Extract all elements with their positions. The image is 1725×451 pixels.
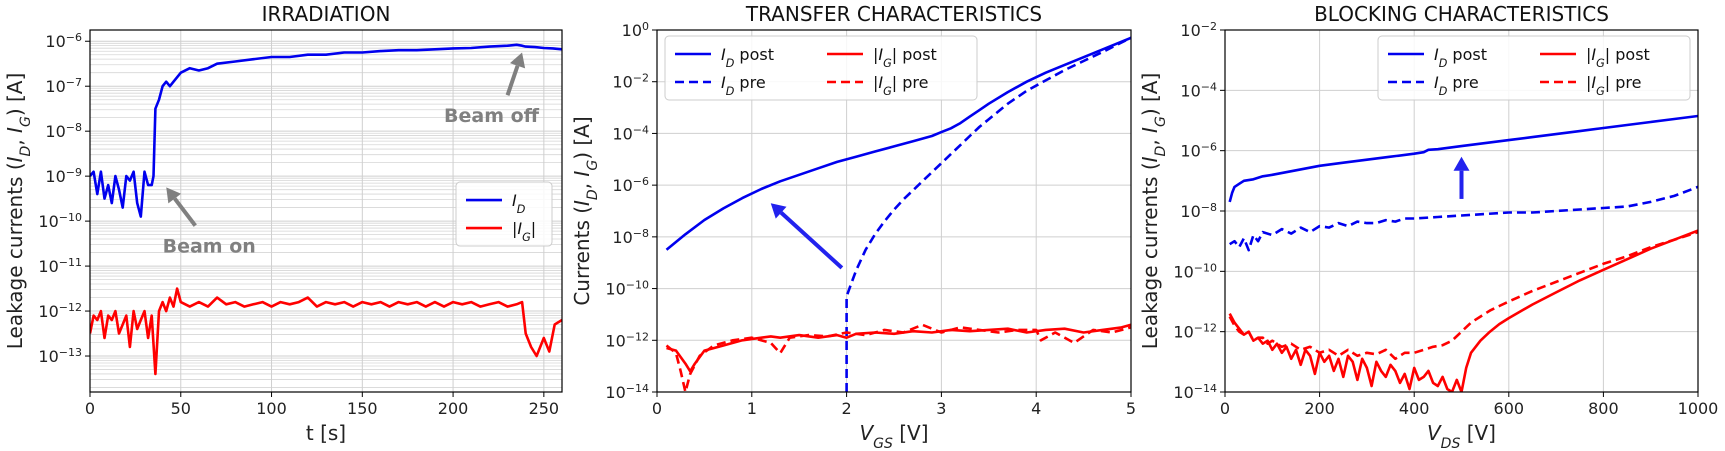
y-tick-label: 10−12 <box>1173 321 1217 342</box>
series-line-i-d-post <box>1228 114 1698 203</box>
x-axis-label: VDS [V] <box>1427 421 1496 451</box>
series-line-i-d-pre <box>1229 185 1698 252</box>
x-tick-label: 50 <box>171 399 191 418</box>
y-tick-label: 10−12 <box>38 301 82 322</box>
y-tick-label: 10−11 <box>38 256 82 277</box>
axes-frame <box>656 29 1132 393</box>
y-tick-label: 10−6 <box>1180 140 1217 161</box>
legend-entry-label: |IG| pre <box>873 73 928 98</box>
x-tick-label: 250 <box>529 399 560 418</box>
y-tick-label: 10−8 <box>1180 201 1217 222</box>
y-tick-label: 10−13 <box>38 346 82 367</box>
x-tick-label: 800 <box>1588 399 1619 418</box>
x-tick-label: 0 <box>85 399 95 418</box>
chart-title: IRRADIATION <box>262 2 391 26</box>
annotation-arrow <box>505 52 526 96</box>
legend-entry-label: ID post <box>721 45 774 70</box>
series-line-i-d-pre <box>845 36 1131 392</box>
y-tick-label: 10−8 <box>612 226 649 247</box>
y-axis-label: Leakage currents (ID, IG) [A] <box>3 73 34 350</box>
legend-entry-label: |IG| <box>512 219 536 244</box>
trend-arrow <box>1453 156 1470 199</box>
y-tick-label: 10−9 <box>45 166 82 187</box>
x-tick-label: 2 <box>842 399 852 418</box>
x-tick-label: 200 <box>1304 399 1335 418</box>
y-tick-label: 100 <box>622 20 649 41</box>
legend-entry-label: ID pre <box>1434 73 1479 98</box>
y-tick-label: 10−4 <box>612 123 649 144</box>
blocking-characteristics-chart: BLOCKING CHARACTERISTICS 0 200 400 600 800 100… <box>1138 2 1718 451</box>
irradiation-chart: IRRADIATION Beam on Beam off 0 50 100 150 200 25… <box>3 2 563 445</box>
trend-arrow <box>770 203 844 270</box>
legend-entry-label: ID pre <box>721 73 766 98</box>
x-tick-label: 1 <box>747 399 757 418</box>
x-tick-label: 4 <box>1031 399 1041 418</box>
y-tick-label: 10−10 <box>605 278 649 299</box>
axes-frame <box>89 29 563 393</box>
legend-entry-label: |IG| post <box>873 45 937 70</box>
series-line--i-g-pre <box>665 323 1131 392</box>
x-tick-label: 200 <box>438 399 469 418</box>
x-tick-label: 0 <box>1220 399 1230 418</box>
y-tick-label: 10−7 <box>45 76 82 97</box>
x-tick-label: 0 <box>652 399 662 418</box>
x-tick-label: 600 <box>1494 399 1525 418</box>
annotation-label: Beam off <box>444 105 540 127</box>
y-tick-label: 10−10 <box>1173 261 1217 282</box>
chart-title: BLOCKING CHARACTERISTICS <box>1314 2 1609 26</box>
annotation-arrow <box>166 187 197 227</box>
legend-entry-label: ID <box>512 191 526 216</box>
x-tick-label: 150 <box>347 399 378 418</box>
x-axis-label: t [s] <box>306 421 346 445</box>
y-tick-label: 10−8 <box>45 121 82 142</box>
y-axis-label: Leakage currents (ID, IG) [A] <box>1138 73 1169 350</box>
series-group <box>1228 114 1698 392</box>
legend-entry-label: ID post <box>1434 45 1487 70</box>
y-tick-label: 10−2 <box>612 71 649 92</box>
series-line--i-g-pre <box>1228 230 1698 361</box>
y-axis-label: Currents (ID, IG) [A] <box>570 116 601 305</box>
chart-title: TRANSFER CHARACTERISTICS <box>745 2 1042 26</box>
x-tick-label: 3 <box>936 399 946 418</box>
annotation-label: Beam on <box>163 236 256 258</box>
legend: ID post ID pre |IG| post |IG| pre <box>1377 35 1691 101</box>
y-tick-label: 10−14 <box>1173 382 1217 403</box>
series-group <box>90 43 562 376</box>
y-tick-label: 10−6 <box>612 175 649 196</box>
y-tick-label: 10−10 <box>38 211 82 232</box>
legend-entry-label: |IG| pre <box>1586 73 1641 98</box>
y-tick-label: 10−6 <box>45 31 82 52</box>
legend: ID |IG| <box>455 181 553 247</box>
series-line-i-d <box>90 43 562 218</box>
x-tick-label: 400 <box>1399 399 1430 418</box>
legend-entry-label: |IG| post <box>1586 45 1650 70</box>
series-line--i-g- <box>90 287 562 376</box>
x-axis-label: VGS [V] <box>859 421 928 451</box>
x-tick-label: 1000 <box>1678 399 1719 418</box>
series-group <box>665 36 1131 392</box>
x-tick-label: 5 <box>1126 399 1136 418</box>
legend: ID post ID pre |IG| post |IG| pre <box>664 35 978 101</box>
y-tick-label: 10−12 <box>605 330 649 351</box>
y-tick-label: 10−2 <box>1180 20 1217 41</box>
y-tick-label: 10−4 <box>1180 80 1217 101</box>
y-tick-label: 10−14 <box>605 382 649 403</box>
series-line-i-d-post <box>665 36 1131 251</box>
x-tick-label: 100 <box>256 399 287 418</box>
transfer-characteristics-chart: TRANSFER CHARACTERISTICS 0 1 2 3 4 5 10−14 10−12… <box>570 2 1136 451</box>
series-line--i-g-post <box>1228 229 1698 392</box>
